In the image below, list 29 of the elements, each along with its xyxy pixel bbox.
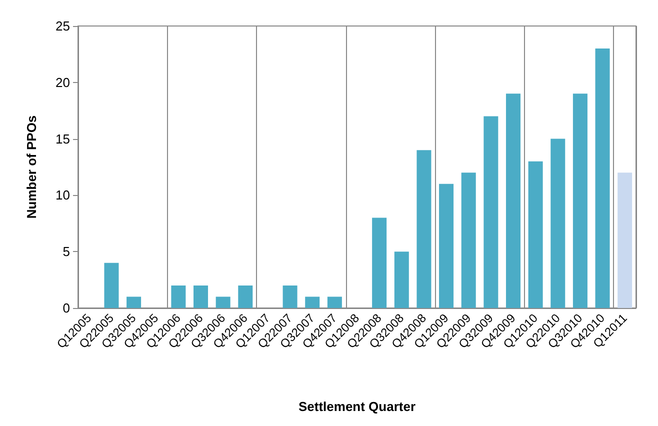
bar <box>595 48 610 308</box>
y-tick-label: 5 <box>62 244 70 260</box>
bar <box>194 285 208 308</box>
bar <box>550 138 566 308</box>
bar <box>104 262 119 308</box>
y-tick-label: 20 <box>56 74 70 90</box>
y-tick-label: 10 <box>56 188 70 203</box>
bar <box>416 150 432 308</box>
y-tick-label: 25 <box>56 18 70 34</box>
bar <box>327 296 342 308</box>
bar <box>528 161 543 308</box>
bar <box>216 296 230 308</box>
bar <box>394 252 409 308</box>
y-axis-title: Number of PPOs <box>24 115 39 219</box>
bar <box>171 285 186 308</box>
x-axis-title: Settlement Quarter <box>298 399 416 414</box>
bar <box>461 172 476 308</box>
bar <box>572 94 588 308</box>
bar <box>618 172 632 308</box>
bar <box>126 296 142 308</box>
y-tick-label: 0 <box>62 300 70 316</box>
bar <box>282 285 298 308</box>
bar <box>484 116 498 308</box>
y-tick-label: 15 <box>56 131 70 146</box>
bar <box>372 218 387 308</box>
bar <box>238 285 253 308</box>
bar <box>506 94 520 308</box>
bar <box>305 296 320 308</box>
bar <box>439 184 454 308</box>
